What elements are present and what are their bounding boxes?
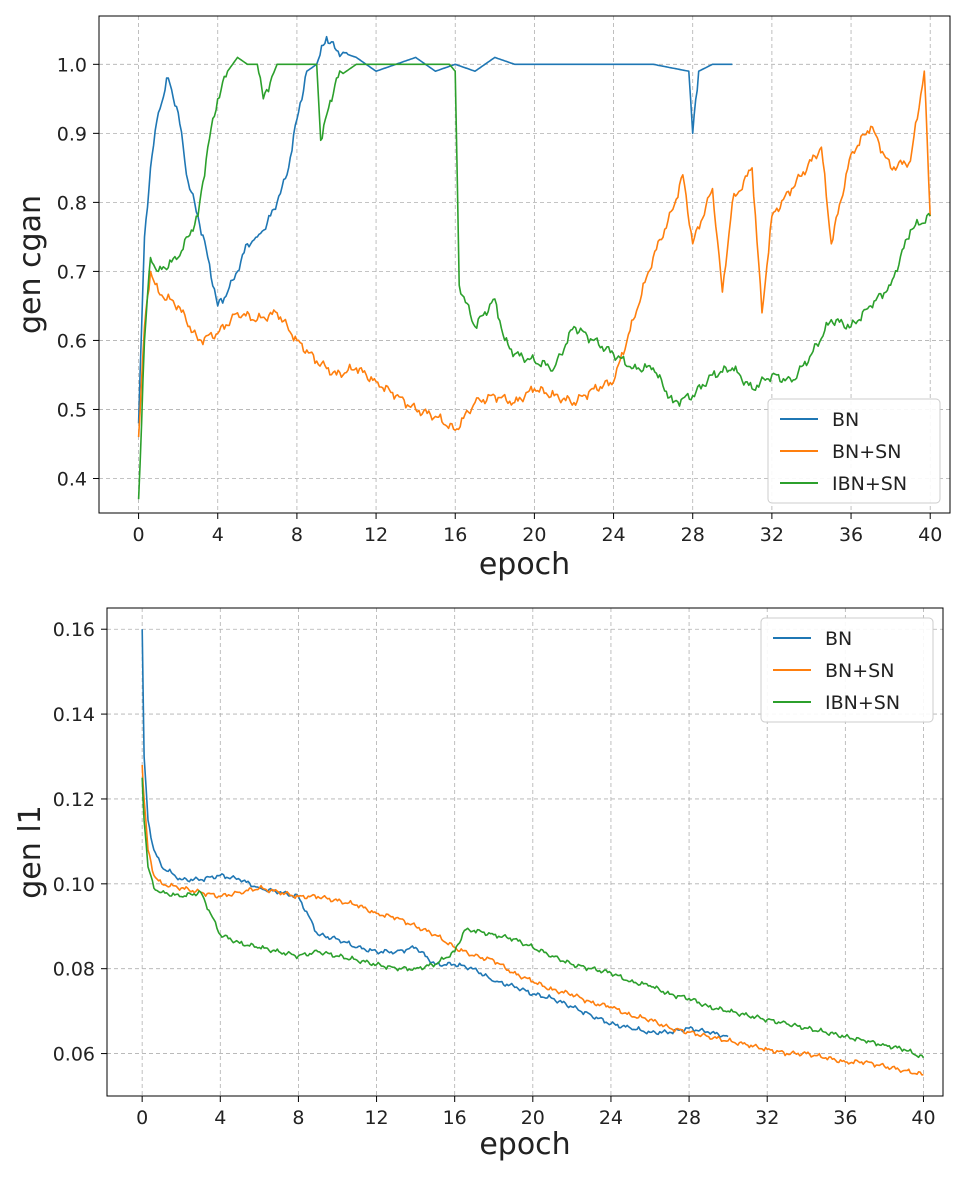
legend: BN BN+SN IBN+SN [760,617,934,723]
x-tick-label: 20 [521,1107,545,1129]
x-tick-label: 28 [681,524,705,546]
y-axis-label: gen cgan [13,195,48,334]
x-axis-label: epoch [479,547,570,582]
y-tick-label: 0.9 [57,123,87,145]
series-line-bn [137,35,733,424]
y-tick-label: 0.12 [53,789,95,811]
x-tick-label: 20 [522,524,546,546]
series-group [141,629,925,1076]
x-tick-label: 24 [599,1107,623,1129]
x-tick-label: 12 [364,524,388,546]
x-axis-label: epoch [479,1127,570,1162]
legend-label-bn-plus-sn: BN+SN [825,660,894,682]
y-tick-label: 0.5 [57,399,87,421]
y-tick-label: 0.14 [53,704,95,726]
chart-gen-cgan: 0 4 8 12 16 20 24 28 32 36 40 0.4 0.5 0.6 0.7 0.8 0.9 1.0… [13,15,951,582]
series-line-bn-plus-sn [137,70,931,438]
x-tick-label: 36 [839,524,863,546]
x-tick-label: 12 [364,1107,388,1129]
x-tick-label: 32 [755,1107,779,1129]
y-tick-label: 0.8 [57,192,87,214]
y-tick-label: 0.7 [57,261,87,283]
y-tick-label: 1.0 [57,54,87,76]
series-line-bn [141,629,729,1038]
x-tick-label: 24 [601,524,625,546]
y-tick-label: 0.4 [57,468,87,490]
y-tick-label: 0.6 [57,330,87,352]
x-tick-label: 4 [214,1107,226,1129]
x-tick-label: 0 [133,524,145,546]
y-axis-label: gen l1 [13,805,48,898]
series-line-ibn-plus-sn [141,777,925,1059]
x-tick-label: 36 [833,1107,857,1129]
x-tick-label: 28 [677,1107,701,1129]
x-tick-label: 16 [443,1107,467,1129]
plot-frame [106,607,944,1097]
x-tick-label: 8 [292,1107,304,1129]
y-tick-label: 0.16 [53,619,95,641]
legend-box [760,617,934,723]
y-tick-label: 0.08 [53,959,95,981]
series-line-ibn-plus-sn [137,56,931,500]
legend-label-ibn-plus-sn: IBN+SN [832,473,907,495]
legend-label-ibn-plus-sn: IBN+SN [825,692,900,714]
legend-label-bn: BN [832,409,859,431]
legend-label-bn: BN [825,628,852,650]
series-group [137,35,931,500]
series-line-bn-plus-sn [141,764,924,1076]
x-tick-label: 40 [918,524,942,546]
x-tick-label: 16 [443,524,467,546]
legend-label-bn-plus-sn: BN+SN [832,441,901,463]
plot-frame [98,15,951,514]
y-tick-label: 0.10 [53,874,95,896]
x-tick-label: 40 [911,1107,935,1129]
x-tick-label: 32 [760,524,784,546]
legend: BN BN+SN IBN+SN [767,398,941,504]
chart-gen-l1: 0 4 8 12 16 20 24 28 32 36 40 0.06 0.08 0.10 0.12 0.14 0… [13,607,944,1162]
x-tick-label: 4 [212,524,224,546]
y-tick-label: 0.06 [53,1044,95,1066]
x-tick-label: 0 [136,1107,148,1129]
legend-box [767,398,941,504]
x-tick-label: 8 [291,524,303,546]
